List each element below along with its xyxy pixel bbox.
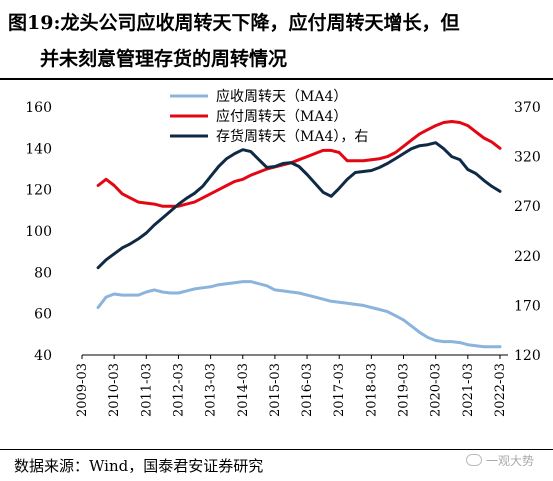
legend-label-1: 应收周转天（MA4） [216, 88, 347, 105]
watermark: 一观大势 [466, 452, 534, 469]
legend-label-2: 应付周转天（MA4） [216, 108, 347, 125]
title-divider [0, 78, 553, 80]
series-line-3 [96, 141, 502, 270]
y-left-tick-label: 60 [34, 307, 52, 323]
chart-title-line-2: 并未刻意管理存货的周转情况 [40, 48, 288, 70]
chart-axes: 2009-03 2010-03 2011-03 2012-03 2013-03 2014-… [25, 100, 540, 417]
x-tick-label: 2019-03 [397, 363, 412, 417]
y-right-tick-label: 320 [514, 150, 541, 166]
x-tick-label: 2021-03 [461, 363, 476, 417]
x-tick-label: 2010-03 [107, 363, 122, 417]
y-right-tick-label: 270 [514, 199, 541, 215]
source-note: 数据来源：Wind，国泰君安证券研究 [14, 457, 264, 475]
x-tick-label: 2014-03 [236, 363, 251, 417]
chart-legend: 应收周转天（MA4） 应付周转天（MA4） 存货周转天（MA4），右 [170, 88, 368, 145]
source-divider [0, 449, 553, 450]
watermark-text: 一观大势 [486, 454, 535, 468]
x-tick-label: 2018-03 [364, 363, 379, 417]
x-tick-label: 2020-03 [429, 363, 444, 417]
x-tick-label: 2017-03 [332, 363, 347, 417]
y-left-tick-label: 160 [25, 100, 52, 116]
series-line-1 [96, 280, 502, 349]
x-tick-label: 2022-03 [493, 363, 508, 417]
wechat-icon [466, 454, 482, 466]
y-left-tick-label: 40 [34, 348, 52, 364]
legend-label-3: 存货周转天（MA4），右 [216, 128, 368, 145]
line-chart: 2009-03 2010-03 2011-03 2012-03 2013-03 2014-… [25, 88, 540, 417]
x-tick-label: 2016-03 [300, 363, 315, 417]
x-tick-label: 2011-03 [139, 363, 154, 417]
y-right-tick-label: 170 [514, 298, 541, 314]
chart-title-line-1: 图19:龙头公司应收周转天下降，应付周转天增长，但 [8, 12, 460, 34]
series-line-2 [96, 120, 502, 208]
y-right-tick-label: 120 [514, 348, 541, 364]
x-tick-label: 2012-03 [171, 363, 186, 417]
x-tick-label: 2013-03 [204, 363, 219, 417]
y-left-tick-label: 140 [25, 141, 52, 157]
y-left-tick-label: 120 [25, 183, 52, 199]
y-right-tick-label: 220 [514, 249, 541, 265]
x-tick-label: 2009-03 [75, 363, 90, 417]
chart-series [96, 120, 502, 349]
x-tick-label: 2015-03 [268, 363, 283, 417]
y-right-tick-label: 370 [514, 100, 541, 116]
y-left-tick-label: 100 [25, 224, 52, 240]
y-left-tick-label: 80 [34, 265, 52, 281]
